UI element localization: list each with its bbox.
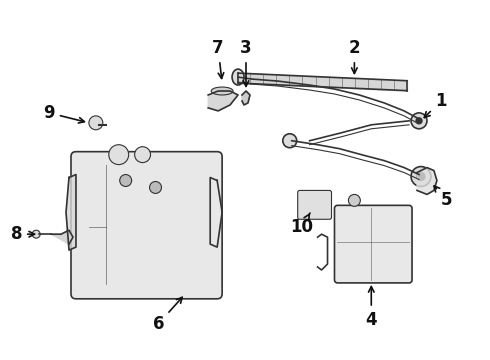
Polygon shape bbox=[51, 230, 73, 244]
Ellipse shape bbox=[211, 87, 233, 95]
Text: 10: 10 bbox=[290, 213, 313, 236]
Text: 5: 5 bbox=[434, 186, 453, 210]
FancyBboxPatch shape bbox=[71, 152, 222, 299]
Circle shape bbox=[109, 145, 129, 165]
Circle shape bbox=[411, 113, 427, 129]
Polygon shape bbox=[242, 91, 250, 105]
Text: 1: 1 bbox=[424, 92, 446, 118]
Polygon shape bbox=[417, 167, 437, 194]
Text: 4: 4 bbox=[366, 287, 377, 329]
Text: 3: 3 bbox=[240, 39, 252, 86]
Polygon shape bbox=[208, 91, 238, 111]
Circle shape bbox=[135, 147, 150, 163]
Circle shape bbox=[149, 181, 162, 193]
Text: 6: 6 bbox=[153, 297, 182, 333]
Circle shape bbox=[32, 230, 40, 238]
Text: 7: 7 bbox=[212, 39, 224, 78]
Polygon shape bbox=[66, 175, 76, 250]
FancyBboxPatch shape bbox=[298, 190, 332, 219]
FancyBboxPatch shape bbox=[335, 205, 412, 283]
Circle shape bbox=[416, 118, 422, 124]
Text: 8: 8 bbox=[11, 225, 34, 243]
Text: 2: 2 bbox=[348, 39, 360, 73]
Ellipse shape bbox=[232, 69, 244, 85]
Circle shape bbox=[417, 172, 425, 180]
Circle shape bbox=[283, 134, 297, 148]
Circle shape bbox=[348, 194, 360, 206]
Circle shape bbox=[120, 175, 132, 186]
Circle shape bbox=[89, 116, 103, 130]
Text: 9: 9 bbox=[43, 104, 84, 123]
Circle shape bbox=[411, 167, 431, 186]
